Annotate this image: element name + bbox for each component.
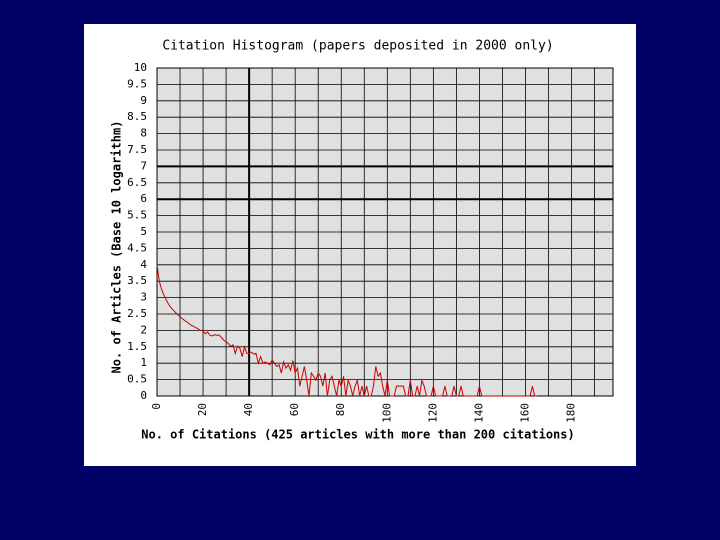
y-axis-label: No. of Articles (Base 10 logarithm) (110, 121, 124, 374)
data-line (156, 264, 537, 397)
y-tick-label: 4 (140, 258, 147, 271)
y-tick-label: 7.5 (127, 143, 147, 156)
y-tick-label: 6.5 (127, 176, 147, 189)
y-tick-label: 5 (140, 225, 147, 238)
x-tick-label: 180 (565, 403, 578, 423)
x-tick-label: 100 (380, 403, 393, 423)
y-tick-label: 2 (140, 323, 147, 336)
y-tick-label: 6 (140, 192, 147, 205)
x-tick-label: 40 (242, 403, 255, 416)
x-tick-label: 20 (196, 403, 209, 416)
x-tick-label: 120 (426, 403, 439, 423)
chart-title: Citation Histogram (papers deposited in … (162, 39, 553, 54)
x-tick-label: 60 (288, 403, 301, 416)
y-tick-label: 5.5 (127, 209, 147, 222)
x-tick-label: 80 (334, 403, 347, 416)
y-tick-label: 0.5 (127, 373, 147, 386)
y-tick-label: 7 (140, 159, 147, 172)
y-tick-label: 8 (140, 127, 147, 140)
x-tick-label: 0 (150, 403, 163, 410)
y-tick-label: 2.5 (127, 307, 147, 320)
y-tick-label: 8.5 (127, 110, 147, 123)
y-tick-label: 9 (140, 94, 147, 107)
x-tick-label: 160 (518, 403, 531, 423)
y-tick-label: 4.5 (127, 241, 147, 254)
y-tick-label: 0 (140, 389, 147, 402)
y-tick-label: 1.5 (127, 340, 147, 353)
y-tick-label: 10 (134, 61, 147, 74)
x-tick-label: 140 (472, 403, 485, 423)
y-tick-label: 3 (140, 291, 147, 304)
x-axis-label: No. of Citations (425 articles with more… (141, 428, 574, 442)
y-tick-label: 3.5 (127, 274, 147, 287)
y-tick-label: 1 (140, 356, 147, 369)
y-tick-label: 9.5 (127, 77, 147, 90)
